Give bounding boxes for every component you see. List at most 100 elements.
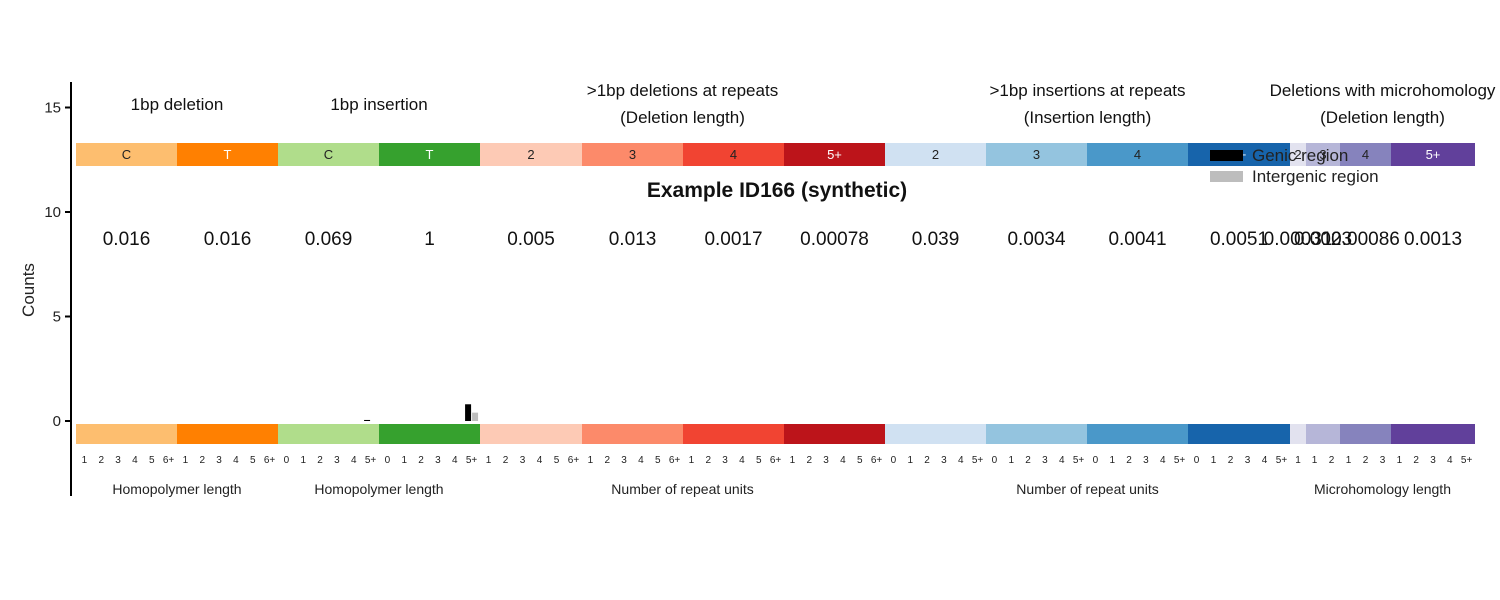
x-tick-label: 3 [216,455,222,466]
x-tick-label: 5 [250,455,256,466]
x-tick-label: 6+ [871,455,883,466]
x-tick-label: 1 [1346,455,1352,466]
category-label: 2 [932,147,939,162]
x-tick-label: 6+ [770,455,782,466]
x-group-label: Microhomology length [1314,481,1451,497]
proportion-label: 0.016 [103,229,151,250]
x-tick-label: 5 [554,455,560,466]
x-tick-label: 2 [1025,455,1031,466]
x-tick-label: 5+ [1276,455,1288,466]
category-strip-bottom [480,424,582,444]
category-strip-bottom [683,424,784,444]
x-tick-label: 4 [233,455,239,466]
data-bar [465,404,472,421]
category-label: 5+ [1426,147,1441,162]
category-strip-top [1306,143,1340,166]
x-tick-label: 5 [149,455,155,466]
category-strip-bottom [177,424,278,444]
proportion-label: 0.016 [204,229,252,250]
x-tick-label: 6+ [568,455,580,466]
legend-swatch [1210,171,1243,182]
x-tick-label: 3 [1430,455,1436,466]
x-tick-label: 3 [823,455,829,466]
group-title: 1bp insertion [330,95,427,114]
category-label: T [224,147,232,162]
chart-title: Example ID166 (synthetic) [647,179,907,202]
category-strip-top [1290,143,1306,166]
category-strip-top [1340,143,1391,166]
y-tick-label: 15 [44,100,61,117]
x-tick-label: 3 [1245,455,1251,466]
category-label: 2 [1294,147,1301,162]
x-tick-label: 5+ [1461,455,1473,466]
category-strip-bottom [379,424,480,444]
legend-swatch [1210,150,1243,161]
proportion-label: 0.0041 [1108,229,1166,250]
x-tick-label: 3 [1042,455,1048,466]
x-tick-label: 0 [284,455,290,466]
category-strip-top [278,143,379,166]
category-strip-top [1391,143,1475,166]
y-tick-label: 0 [53,413,61,430]
proportion-label: 0.00078 [800,229,869,250]
category-label: 4 [730,147,737,162]
proportion-label: 0.0051 [1210,229,1268,250]
x-tick-label: 4 [1447,455,1453,466]
x-tick-label: 1 [1211,455,1217,466]
group-title: 1bp deletion [131,95,224,114]
x-tick-label: 3 [621,455,627,466]
x-tick-label: 4 [1059,455,1065,466]
category-strip-top [784,143,885,166]
category-label: 3 [1033,147,1040,162]
data-bar [472,412,479,421]
category-label: 2 [527,147,534,162]
x-group-label: Number of repeat units [611,481,753,497]
x-tick-label: 4 [840,455,846,466]
category-strip-top [582,143,683,166]
category-strip-bottom [582,424,683,444]
proportion-label: 0.00031 [1264,229,1333,250]
x-tick-label: 2 [199,455,205,466]
x-tick-label: 1 [1397,455,1403,466]
x-tick-label: 0 [992,455,998,466]
category-strip-bottom [1087,424,1188,444]
category-strip-top [885,143,986,166]
category-strip-bottom [1340,424,1391,444]
x-tick-label: 2 [503,455,509,466]
x-tick-label: 2 [806,455,812,466]
x-tick-label: 1 [1008,455,1014,466]
proportion-label: 0.0034 [1007,229,1066,250]
category-strip-top [1087,143,1188,166]
legend-label: Intergenic region [1252,167,1379,186]
category-label: 5+ [827,147,842,162]
category-strip-top [683,143,784,166]
x-tick-label: 4 [958,455,964,466]
x-tick-label: 2 [98,455,104,466]
x-tick-label: 2 [604,455,610,466]
proportion-label: 0.069 [305,229,353,250]
group-title: (Insertion length) [1024,108,1152,127]
x-tick-label: 1 [790,455,796,466]
x-group-label: Homopolymer length [314,481,443,497]
x-tick-label: 5+ [365,455,377,466]
proportion-label: 0.0017 [704,229,762,250]
x-tick-label: 1 [689,455,695,466]
data-bar [364,419,371,421]
x-tick-label: 4 [351,455,357,466]
x-tick-label: 1 [401,455,407,466]
group-title: >1bp insertions at repeats [989,81,1185,100]
category-strip-top [986,143,1087,166]
x-tick-label: 3 [334,455,340,466]
category-label: 3 [1319,147,1326,162]
x-tick-label: 1 [183,455,189,466]
x-tick-label: 0 [385,455,391,466]
category-strip-bottom [1391,424,1475,444]
proportion-label: 1 [424,229,435,250]
category-label: 3 [629,147,636,162]
category-strip-bottom [278,424,379,444]
x-tick-label: 3 [1380,455,1386,466]
x-tick-label: 2 [1126,455,1132,466]
legend-label: Genic region [1252,146,1348,165]
proportion-label: 0.00086 [1331,229,1400,250]
